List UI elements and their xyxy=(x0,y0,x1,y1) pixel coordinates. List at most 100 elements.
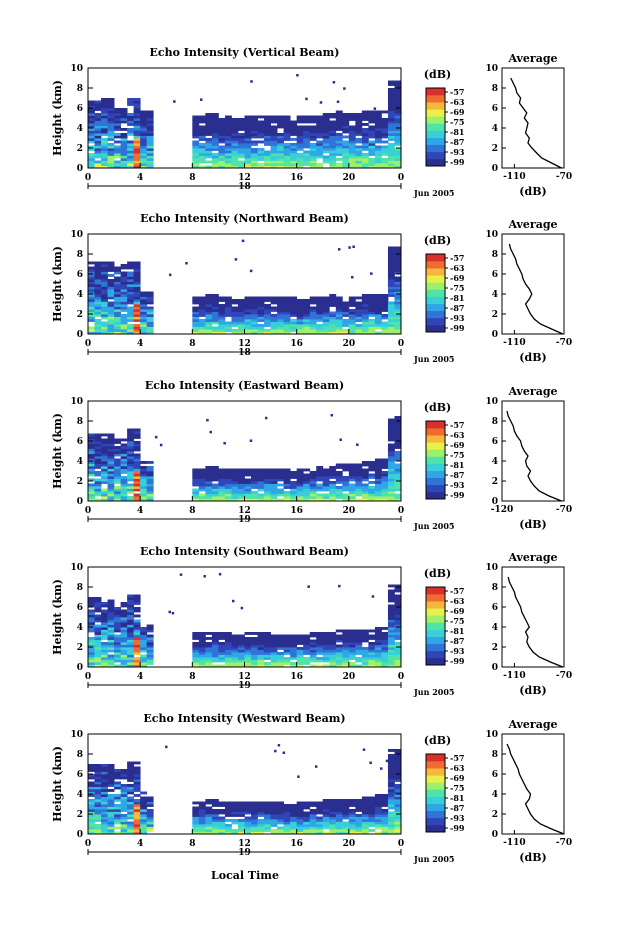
heatmap-cell xyxy=(101,478,108,482)
heatmap-cell xyxy=(133,481,141,484)
heatmap-cell xyxy=(114,311,122,315)
heatmap-cell xyxy=(114,289,122,292)
heatmap-cell xyxy=(205,140,213,144)
heatmap-cell xyxy=(394,143,402,146)
heatmap-cell xyxy=(251,165,258,169)
heatmap-cell xyxy=(114,441,122,444)
heatmap-cell xyxy=(335,819,343,822)
heatmap-cell xyxy=(394,632,402,635)
heatmap-cell xyxy=(335,115,343,119)
heatmap-cell xyxy=(336,100,340,103)
heatmap-cell xyxy=(355,316,363,320)
heatmap-cell xyxy=(114,466,122,469)
heatmap-cell xyxy=(342,662,350,665)
heatmap-cell xyxy=(296,642,304,645)
heatmap-cell xyxy=(101,145,108,149)
heatmap-cell xyxy=(237,824,245,827)
heatmap-cell xyxy=(277,143,285,146)
heatmap-cell xyxy=(218,321,226,325)
heatmap-cell xyxy=(270,155,278,159)
heatmap-cell xyxy=(237,311,245,315)
heatmap-cell xyxy=(101,115,108,119)
profile-frame xyxy=(501,67,565,169)
colorbar-tick-label: -87 xyxy=(450,803,464,813)
heatmap-cell xyxy=(283,659,291,663)
heatmap-cell xyxy=(237,486,245,489)
heatmap-cell xyxy=(257,148,265,151)
heatmap-cell xyxy=(264,130,271,134)
heatmap-cell xyxy=(114,271,122,275)
heatmap-cell xyxy=(101,468,108,472)
heatmap-cell xyxy=(303,481,311,484)
x-tick-label: 0 xyxy=(398,173,404,183)
heatmap-cell xyxy=(368,110,376,114)
heatmap-cell xyxy=(296,471,304,474)
heatmap-cell xyxy=(88,326,95,330)
heatmap-cell xyxy=(120,294,128,297)
heatmap-cell xyxy=(192,652,200,655)
heatmap-cell xyxy=(120,642,128,645)
heatmap-cell xyxy=(394,826,402,830)
heatmap-cell xyxy=(387,466,395,469)
heatmap-cell xyxy=(355,476,363,479)
heatmap-cell xyxy=(205,831,213,835)
heatmap-cell xyxy=(94,829,102,832)
heatmap-cell xyxy=(394,428,402,432)
heatmap-cell xyxy=(224,314,232,317)
heatmap-cell xyxy=(127,319,135,322)
heatmap-cell xyxy=(394,594,402,598)
heatmap-cell xyxy=(107,483,115,487)
heatmap-cell xyxy=(348,160,356,164)
heatmap-cell xyxy=(296,488,304,492)
heatmap-cell xyxy=(361,294,369,297)
heatmap-cell xyxy=(224,311,232,315)
heatmap-cell xyxy=(277,806,285,810)
heatmap-cell xyxy=(101,629,108,633)
heatmap-cell xyxy=(114,276,122,280)
heatmap-cell xyxy=(283,829,291,832)
heatmap-cell xyxy=(224,632,232,635)
heatmap-cell xyxy=(251,296,258,300)
heatmap-cell xyxy=(231,486,239,489)
heatmap-cell xyxy=(114,642,122,645)
heatmap-cell xyxy=(348,153,356,156)
heatmap-cell xyxy=(283,133,291,136)
heatmap-cell xyxy=(342,498,350,502)
heatmap-cell xyxy=(322,145,330,149)
heatmap-cell xyxy=(348,629,356,633)
heatmap-cell xyxy=(133,306,141,310)
colorbar-swatch xyxy=(426,435,445,443)
heatmap-cell xyxy=(101,100,108,104)
heatmap-cell xyxy=(303,324,311,327)
heatmap-cell xyxy=(231,160,239,164)
heatmap-cell xyxy=(133,486,141,489)
heatmap-cell xyxy=(374,306,382,310)
heatmap-cell xyxy=(133,441,141,444)
heatmap-cell xyxy=(381,654,389,658)
y-tick-label: 2 xyxy=(77,310,83,320)
heatmap-cell xyxy=(257,153,265,156)
heatmap-cell xyxy=(237,647,245,650)
heatmap-cell xyxy=(94,491,102,494)
heatmap-cell xyxy=(316,150,324,154)
heatmap-cell xyxy=(251,471,258,474)
heatmap-cell xyxy=(127,261,135,265)
heatmap-cell xyxy=(374,123,382,126)
heatmap-cell xyxy=(218,130,226,134)
heatmap-cell xyxy=(211,816,219,820)
heatmap-cell xyxy=(394,478,402,482)
x-tick-label: 0 xyxy=(85,339,91,349)
heatmap-cell xyxy=(107,321,115,325)
heatmap-cell xyxy=(114,281,122,285)
heatmap-cell xyxy=(329,296,337,300)
heatmap-cell xyxy=(394,128,402,131)
heatmap-cell xyxy=(316,155,324,159)
heatmap-cell xyxy=(205,632,213,635)
heatmap-cell xyxy=(88,105,95,109)
y-tick-label: 4 xyxy=(77,790,83,800)
heatmap-cell xyxy=(394,637,402,640)
heatmap-cell xyxy=(94,319,102,322)
heatmap-cell xyxy=(381,826,389,830)
heatmap-cell xyxy=(127,264,135,267)
heatmap-cell xyxy=(374,652,382,655)
